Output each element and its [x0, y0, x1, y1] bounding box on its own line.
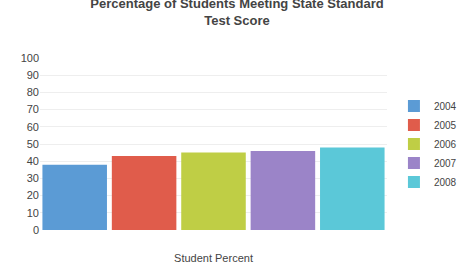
svg-text:2008: 2008 [434, 177, 457, 188]
svg-text:Percentage of Students Meeting: Percentage of Students Meeting State Sta… [90, 0, 383, 28]
svg-text:Student Percent: Student Percent [174, 252, 253, 264]
svg-text:2006: 2006 [434, 139, 457, 150]
svg-text:2007: 2007 [434, 158, 457, 169]
svg-text:2005: 2005 [434, 120, 457, 131]
svg-text:2004: 2004 [434, 101, 457, 112]
svg-text:70: 70 [27, 103, 39, 115]
svg-text:100: 100 [21, 52, 39, 64]
svg-text:30: 30 [27, 172, 39, 184]
svg-text:50: 50 [27, 138, 39, 150]
svg-text:80: 80 [27, 86, 39, 98]
svg-text:40: 40 [27, 155, 39, 167]
svg-text:90: 90 [27, 69, 39, 81]
svg-text:20: 20 [27, 189, 39, 201]
svg-text:0: 0 [33, 224, 39, 236]
svg-text:60: 60 [27, 121, 39, 133]
svg-text:10: 10 [27, 207, 39, 219]
